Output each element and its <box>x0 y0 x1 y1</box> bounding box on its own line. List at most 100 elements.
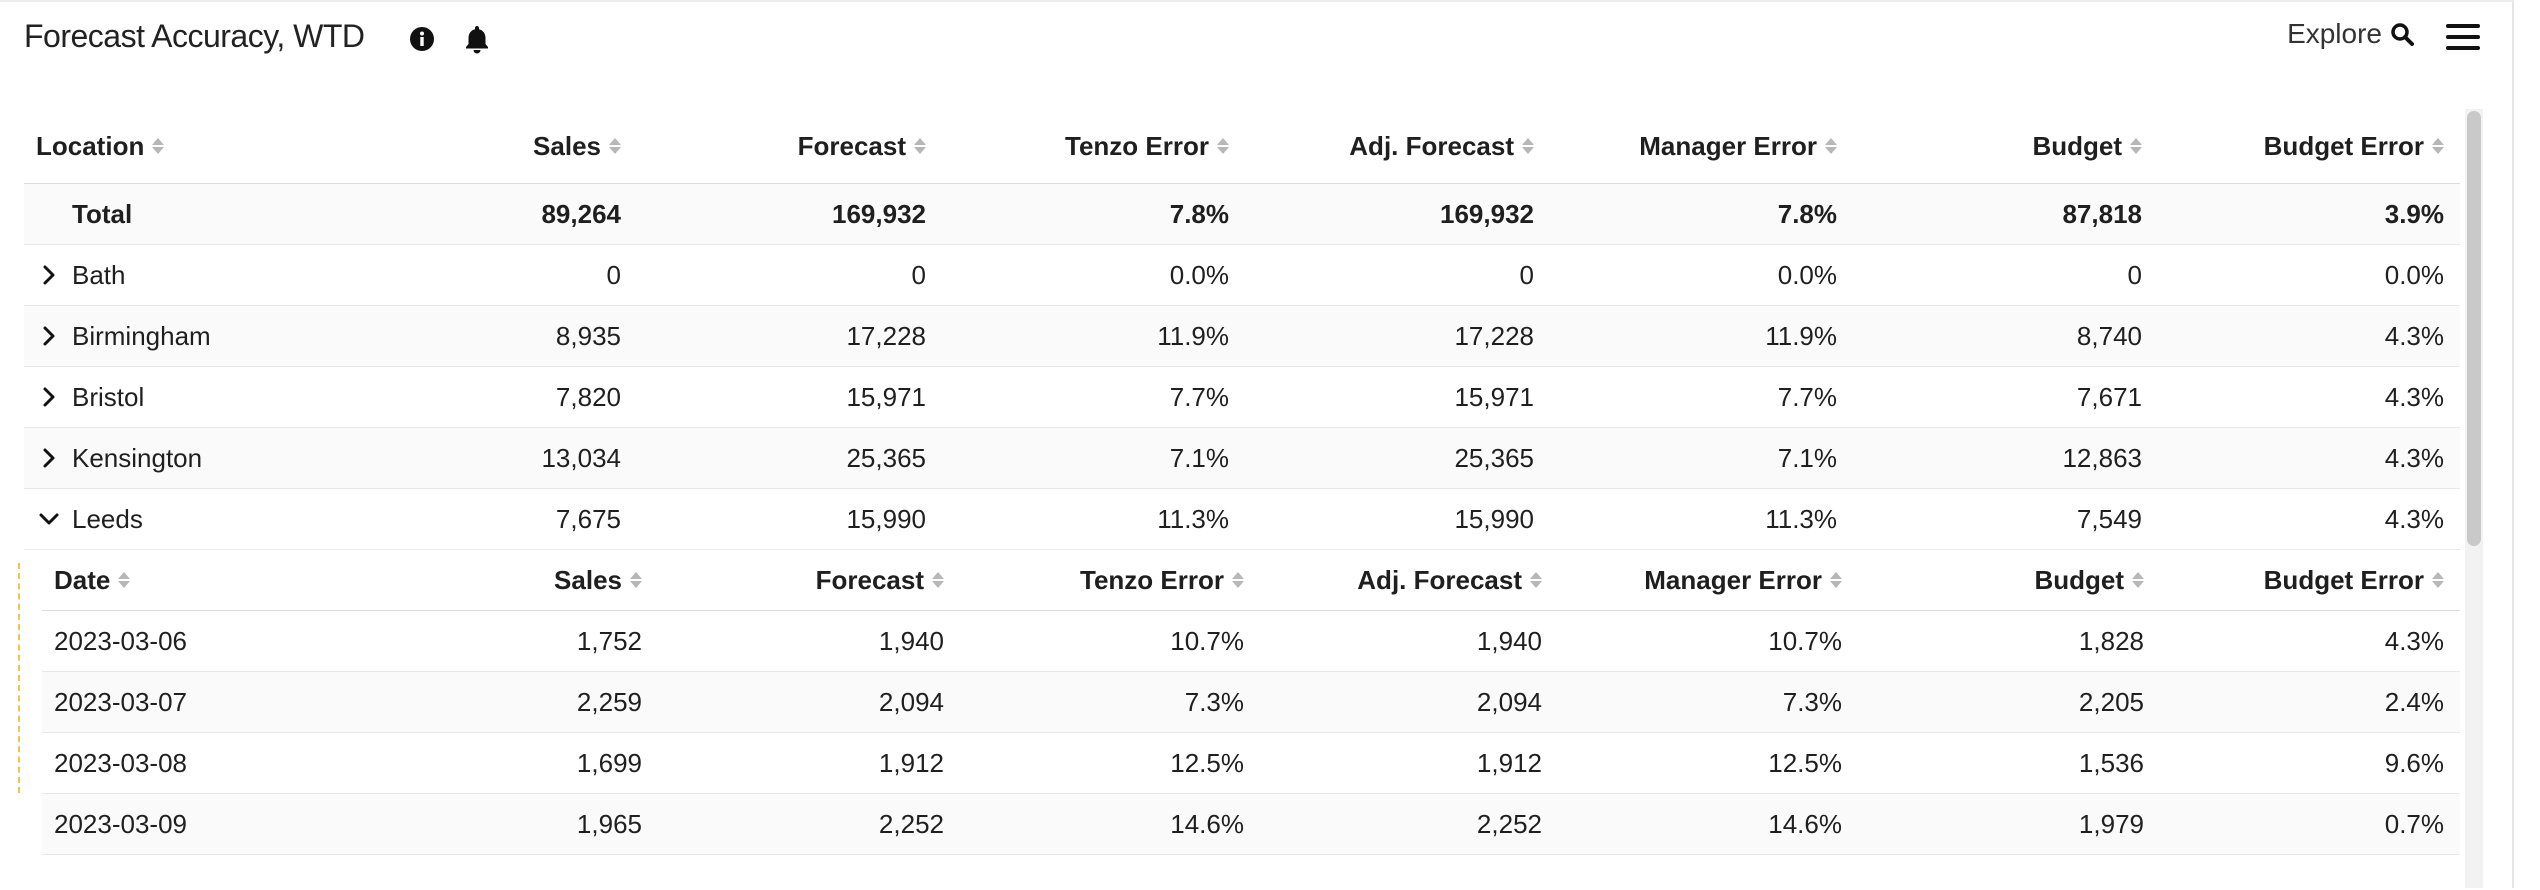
location-row-bristol-value-text: 7.7% <box>1169 381 1229 412</box>
sort-icon[interactable] <box>152 138 165 154</box>
date-row[interactable]: 2023-03-07 2,259 2,094 7.3% 2,094 7.3% 2,205 2.… <box>42 672 2460 733</box>
date-row-value: 1,940 <box>1262 611 1542 671</box>
sort-icon[interactable] <box>1232 572 1244 588</box>
location-row-kensington-value-text: 13,034 <box>541 442 621 473</box>
date-row[interactable]: 2023-03-08 1,699 1,912 12.5% 1,912 12.5% 1,536… <box>42 733 2460 794</box>
date-row-value: 2,205 <box>1864 672 2144 732</box>
sort-icon[interactable] <box>1522 138 1534 154</box>
location-row-birmingham[interactable]: Birmingham 8,935 17,228 11.9% 17,228 11.9% 8,7… <box>24 306 2460 367</box>
sort-icon[interactable] <box>1830 572 1842 588</box>
col-header-budget[interactable]: Budget <box>1862 109 2142 183</box>
col-header-forecast-text: Forecast <box>797 130 906 161</box>
col-header-manager-error-text: Manager Error <box>1639 130 1817 161</box>
chevron-right-icon[interactable] <box>38 428 60 488</box>
date-row[interactable]: 2023-03-06 1,752 1,940 10.7% 1,940 10.7% 1,828… <box>42 611 2460 672</box>
date-row-value-text: 10.7% <box>1768 625 1842 656</box>
location-row-bath-value-text: 0.0% <box>1169 259 1229 290</box>
col-header-location[interactable]: Location <box>36 109 165 183</box>
date-row-value: 1,699 <box>362 733 642 793</box>
location-row-leeds-value-text: 11.3% <box>1157 503 1229 534</box>
location-row-kensington[interactable]: Kensington 13,034 25,365 7.1% 25,365 7.1% 12,8… <box>24 428 2460 489</box>
sort-icon[interactable] <box>630 572 642 588</box>
date-row-value-text: 1,912 <box>878 747 944 778</box>
sub-col-header-budget[interactable]: Budget <box>1864 550 2144 610</box>
leeds-daily-subtable: Date Sales Forecast Tenzo Error Adj. Forecas… <box>42 550 2460 855</box>
sort-icon[interactable] <box>932 572 944 588</box>
col-header-budget-error[interactable]: Budget Error <box>2164 109 2444 183</box>
sub-col-header-sales[interactable]: Sales <box>362 550 642 610</box>
sub-col-header-budget-error[interactable]: Budget Error <box>2164 550 2444 610</box>
sort-icon[interactable] <box>2132 572 2144 588</box>
location-row-bristol-label: Bristol <box>72 367 144 427</box>
col-header-tenzo-error[interactable]: Tenzo Error <box>949 109 1229 183</box>
date-row-value: 1,965 <box>362 794 642 854</box>
location-row-bristol-value: 15,971 <box>646 367 926 427</box>
total-row-value-text: 7.8% <box>1777 198 1837 229</box>
location-row-bath[interactable]: Bath 0 0 0.0% 0 0.0% 0 0.0% <box>24 245 2460 306</box>
sub-col-header-adj-forecast[interactable]: Adj. Forecast <box>1262 550 1542 610</box>
date-row-value: 2,094 <box>664 672 944 732</box>
location-row-bristol-value: 4.3% <box>2164 367 2444 427</box>
date-row-value-text: 2,205 <box>2078 686 2144 717</box>
sub-col-header-tenzo-error[interactable]: Tenzo Error <box>964 550 1244 610</box>
location-row-bristol-label-text: Bristol <box>72 381 145 412</box>
chevron-right-icon[interactable] <box>38 245 60 305</box>
scrollbar-thumb[interactable] <box>2467 111 2481 546</box>
hamburger-menu-icon[interactable] <box>2446 24 2480 54</box>
sort-icon[interactable] <box>2432 572 2444 588</box>
sort-icon[interactable] <box>1217 138 1229 154</box>
sub-col-header-manager-error[interactable]: Manager Error <box>1562 550 1842 610</box>
chevron-down-icon[interactable] <box>38 489 60 549</box>
bell-icon[interactable] <box>462 24 492 54</box>
location-row-birmingham-value-text: 11.9% <box>1157 320 1229 351</box>
info-icon[interactable] <box>407 24 437 54</box>
location-row-leeds-value: 11.3% <box>949 489 1229 549</box>
col-header-sales-text: Sales <box>533 130 601 161</box>
location-row-leeds-value-text: 15,990 <box>1454 503 1534 534</box>
chevron-right-icon[interactable] <box>38 306 60 366</box>
date-row-value-text: 2,252 <box>878 808 944 839</box>
total-row-value: 7.8% <box>1557 184 1837 244</box>
location-row-bristol-value: 15,971 <box>1254 367 1534 427</box>
col-header-sales[interactable]: Sales <box>341 109 621 183</box>
date-row-value-text: 14.6% <box>1170 808 1244 839</box>
location-row-leeds[interactable]: Leeds 7,675 15,990 11.3% 15,990 11.3% 7,549 4.3… <box>24 489 2460 550</box>
sub-col-header-date[interactable]: Date <box>54 550 131 610</box>
location-row-leeds-value-text: 7,675 <box>555 503 621 534</box>
sort-icon[interactable] <box>1530 572 1542 588</box>
date-row-value: 2,094 <box>1262 672 1542 732</box>
explore-button[interactable]: Explore <box>2287 18 2414 50</box>
sort-icon[interactable] <box>118 572 131 588</box>
col-header-forecast[interactable]: Forecast <box>646 109 926 183</box>
location-row-kensington-value: 7.1% <box>1557 428 1837 488</box>
date-row-label: 2023-03-06 <box>54 611 187 671</box>
sort-icon[interactable] <box>609 138 621 154</box>
total-row-value: 89,264 <box>341 184 621 244</box>
col-header-manager-error[interactable]: Manager Error <box>1557 109 1837 183</box>
location-row-birmingham-value-text: 8,935 <box>555 320 621 351</box>
date-row-value-text: 2,252 <box>1476 808 1542 839</box>
col-header-tenzo-error-text: Tenzo Error <box>1065 130 1209 161</box>
location-row-birmingham-value: 17,228 <box>1254 306 1534 366</box>
location-row-bristol[interactable]: Bristol 7,820 15,971 7.7% 15,971 7.7% 7,671 4.3… <box>24 367 2460 428</box>
total-row-value-text: 7.8% <box>1169 198 1229 229</box>
date-row-label: 2023-03-09 <box>54 794 187 854</box>
sort-icon[interactable] <box>2130 138 2142 154</box>
total-row-value-text: 3.9% <box>2384 198 2444 229</box>
sort-icon[interactable] <box>1825 138 1837 154</box>
date-row-value: 10.7% <box>964 611 1244 671</box>
sub-col-header-forecast[interactable]: Forecast <box>664 550 944 610</box>
forecast-table: Location Sales Forecast Tenzo Error Adj. For… <box>24 109 2460 888</box>
date-row-value: 1,912 <box>664 733 944 793</box>
total-row[interactable]: Total 89,264 169,932 7.8% 169,932 7.8% 87,818 3… <box>24 184 2460 245</box>
location-row-birmingham-label: Birmingham <box>72 306 211 366</box>
chevron-right-icon[interactable] <box>38 367 60 427</box>
date-row-value-text: 2,259 <box>576 686 642 717</box>
widget-title: Forecast Accuracy, WTD <box>24 18 365 54</box>
date-row[interactable]: 2023-03-09 1,965 2,252 14.6% 2,252 14.6% 1,979… <box>42 794 2460 855</box>
col-header-adj-forecast[interactable]: Adj. Forecast <box>1254 109 1534 183</box>
sort-icon[interactable] <box>2432 138 2444 154</box>
location-row-bristol-value-text: 15,971 <box>846 381 926 412</box>
total-row-value: 169,932 <box>1254 184 1534 244</box>
sort-icon[interactable] <box>914 138 926 154</box>
